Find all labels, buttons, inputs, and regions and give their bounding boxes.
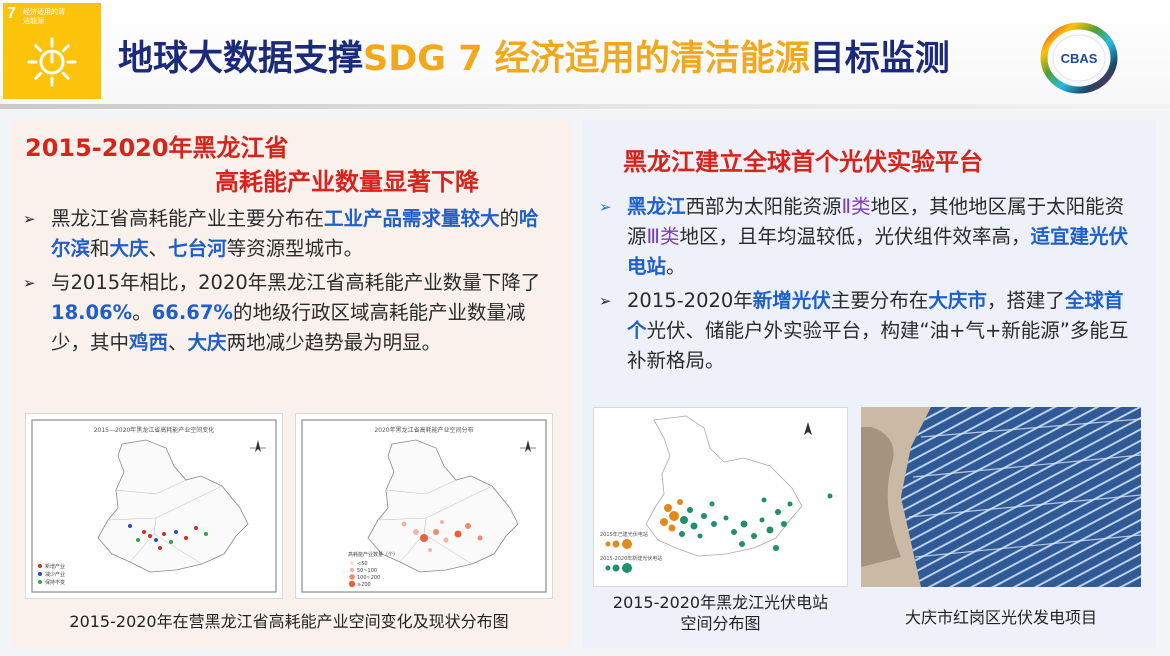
body-text: 。	[132, 301, 152, 324]
map2-legend-3: 100~200	[357, 575, 380, 581]
left-bullet-2-text: 与2015年相比，2020年黑龙江省高耗能产业数量下降了 18.06%。66.67…	[51, 271, 540, 354]
left-heading-line1: 2015-2020年黑龙江省	[25, 134, 289, 162]
highlight-text: 适宜建光伏电站	[627, 225, 1128, 278]
pv-station-map: 2015年已建光伏电站 2015-2020年新建光伏电站	[593, 407, 848, 587]
right-bullet-2: ➢ 2015-2020年新增光伏主要分布在大庆市，搭建了全球首个光伏、储能户外实…	[599, 286, 1129, 376]
map2-legend-title: 高耗能产业数量（个）	[348, 551, 398, 558]
left-bullet-list: ➢ 黑龙江省高耗能产业主要分布在工业产品需求量较大的哈尔滨和大庆、七台河等资源型…	[23, 204, 558, 362]
highlight-text: 哈尔滨	[51, 207, 539, 260]
highlight-text: 新增光伏	[752, 289, 831, 312]
north-arrow-icon	[250, 440, 266, 452]
body-text: ，搭建了	[986, 289, 1065, 312]
body-text: 2015-2020年	[627, 289, 753, 312]
pv-station-map-graphic: 2015年已建光伏电站 2015-2020年新建光伏电站	[600, 415, 833, 573]
highlight-text: 18.06%	[51, 301, 133, 324]
body-text: 与2015年相比，2020年黑龙江省高耗能产业数量下降了	[51, 271, 541, 294]
body-text: 、	[148, 237, 169, 260]
left-bullet-2: ➢ 与2015年相比，2020年黑龙江省高耗能产业数量下降了 18.06%。66.…	[23, 268, 558, 358]
pv-legend-1: 2015年已建光伏电站	[600, 531, 648, 538]
right-bullet-list: ➢ 黑龙江西部为太阳能资源Ⅱ类地区，其他地区属于太阳能资源Ⅲ类地区，且年均温较低…	[599, 192, 1129, 380]
sdg7-badge: 7 经济适用的清洁能源	[3, 3, 101, 99]
arrow-bullet-icon: ➢	[23, 210, 36, 228]
body-text: 光伏、储能户外实验平台，构建“油+气+新能源”多能互补新格局。	[627, 319, 1129, 372]
map1-legend-1: 新增产业	[45, 563, 65, 570]
body-text: 地区，其他地区属于太阳能资源	[627, 195, 1125, 248]
map1-title: 2015—2020年黑龙江省高耗能产业空间变化	[94, 426, 215, 434]
industry-current-map: 2020年黑龙江省高耗能产业空间分布 高耗能产业数量（个） <50 50~100…	[295, 413, 553, 599]
left-figure-caption: 2015-2020年在营黑龙江省高耗能产业空间变化及现状分布图	[69, 612, 509, 631]
highlight-text: Ⅱ类	[841, 195, 871, 218]
highlight-text: 66.67%	[151, 301, 233, 324]
left-bullet-1-text: 黑龙江省高耗能产业主要分布在工业产品需求量较大的哈尔滨和大庆、七台河等资源型城市…	[51, 207, 539, 260]
map2-legend-1: <50	[357, 561, 368, 567]
slide-title: 地球大数据支撑SDG 7 经济适用的清洁能源目标监测	[118, 30, 950, 79]
body-text: 主要分布在	[830, 289, 929, 312]
highlight-text: 黑龙江	[627, 195, 686, 218]
cbas-logo: CBAS	[1040, 22, 1118, 94]
pv-map-caption-line1: 2015-2020年黑龙江光伏电站	[612, 593, 829, 612]
right-bullet-1-text: 黑龙江西部为太阳能资源Ⅱ类地区，其他地区属于太阳能资源Ⅲ类地区，且年均温较低，光…	[627, 195, 1128, 278]
pv-plant-photo-graphic	[861, 407, 1141, 587]
sdg-number: 7	[7, 5, 16, 22]
body-text: 两地减少趋势最为明显。	[226, 331, 442, 354]
pv-map-caption: 2015-2020年黑龙江光伏电站 空间分布图	[593, 592, 848, 634]
highlight-text: 鸡西	[129, 331, 169, 354]
title-part1: 地球大数据支撑	[118, 39, 364, 79]
map1-legend-2: 减少产业	[45, 571, 65, 578]
title-part2: SDG 7 经济适用的清洁能源	[363, 39, 810, 79]
industry-change-map-graphic: 2015—2020年黑龙江省高耗能产业空间变化 新增产业 减少产业 保持不变	[31, 419, 277, 593]
left-bullet-1: ➢ 黑龙江省高耗能产业主要分布在工业产品需求量较大的哈尔滨和大庆、七台河等资源型…	[23, 204, 558, 264]
industry-change-map: 2015—2020年黑龙江省高耗能产业空间变化 新增产业 减少产业 保持不变	[25, 413, 283, 599]
north-arrow-icon	[520, 440, 536, 452]
right-panel: 黑龙江建立全球首个光伏实验平台 ➢ 黑龙江西部为太阳能资源Ⅱ类地区，其他地区属于…	[583, 120, 1156, 648]
arrow-bullet-icon: ➢	[599, 198, 612, 216]
arrow-bullet-icon: ➢	[599, 292, 612, 310]
map2-legend-2: 50~100	[357, 568, 377, 574]
pv-legend-2: 2015-2020年新建光伏电站	[600, 555, 662, 562]
right-bullet-2-text: 2015-2020年新增光伏主要分布在大庆市，搭建了全球首个光伏、储能户外实验平…	[627, 289, 1128, 372]
body-text: 等资源型城市。	[226, 237, 364, 260]
highlight-text: Ⅲ类	[646, 225, 680, 248]
body-text: 的地级行政区域高耗能产业数量减少，其中	[51, 301, 526, 354]
cbas-logo-text: CBAS	[1061, 51, 1098, 66]
map2-legend-4: ≥200	[357, 582, 371, 588]
highlight-text: 大庆市	[928, 289, 987, 312]
right-heading: 黑龙江建立全球首个光伏实验平台	[623, 148, 983, 176]
body-text: 的	[499, 207, 520, 230]
body-text: 、	[168, 331, 188, 354]
sun-power-icon	[27, 37, 77, 87]
sdg-name: 经济适用的清洁能源	[23, 8, 65, 25]
left-panel: 2015-2020年黑龙江省 高耗能产业数量显著下降 ➢ 黑龙江省高耗能产业主要…	[13, 120, 570, 648]
highlight-text: 大庆	[187, 331, 227, 354]
body-text: 西部为太阳能资源	[685, 195, 842, 218]
pv-map-caption-line2: 空间分布图	[680, 614, 761, 633]
pv-plant-photo	[861, 407, 1141, 587]
pv-map-markers	[660, 493, 833, 551]
body-text: 和	[90, 237, 110, 260]
body-text: 地区，且年均温较低，光伏组件效率高，	[679, 225, 1031, 248]
pv-photo-caption: 大庆市红岗区光伏发电项目	[904, 608, 1097, 627]
industry-current-map-graphic: 2020年黑龙江省高耗能产业空间分布 高耗能产业数量（个） <50 50~100…	[301, 419, 547, 593]
right-bullet-1: ➢ 黑龙江西部为太阳能资源Ⅱ类地区，其他地区属于太阳能资源Ⅲ类地区，且年均温较低…	[599, 192, 1129, 282]
body-text: 。	[666, 255, 686, 278]
map2-title: 2020年黑龙江省高耗能产业空间分布	[374, 426, 473, 434]
title-part3: 目标监测	[809, 39, 950, 79]
left-heading-line2: 高耗能产业数量显著下降	[215, 168, 479, 196]
highlight-text: 七台河	[168, 237, 227, 260]
arrow-bullet-icon: ➢	[23, 274, 36, 292]
header-divider	[0, 104, 1170, 109]
body-text: 黑龙江省高耗能产业主要分布在	[51, 207, 325, 230]
slide-header: 7 经济适用的清洁能源 地球大数据支撑SDG 7 经济适用的清洁能源目标监测	[0, 0, 1170, 110]
north-arrow-icon	[804, 422, 812, 435]
map1-legend-3: 保持不变	[45, 579, 65, 586]
highlight-text: 大庆	[109, 237, 149, 260]
highlight-text: 工业产品需求量较大	[324, 207, 500, 230]
highlight-text: 全球首个	[627, 289, 1124, 342]
